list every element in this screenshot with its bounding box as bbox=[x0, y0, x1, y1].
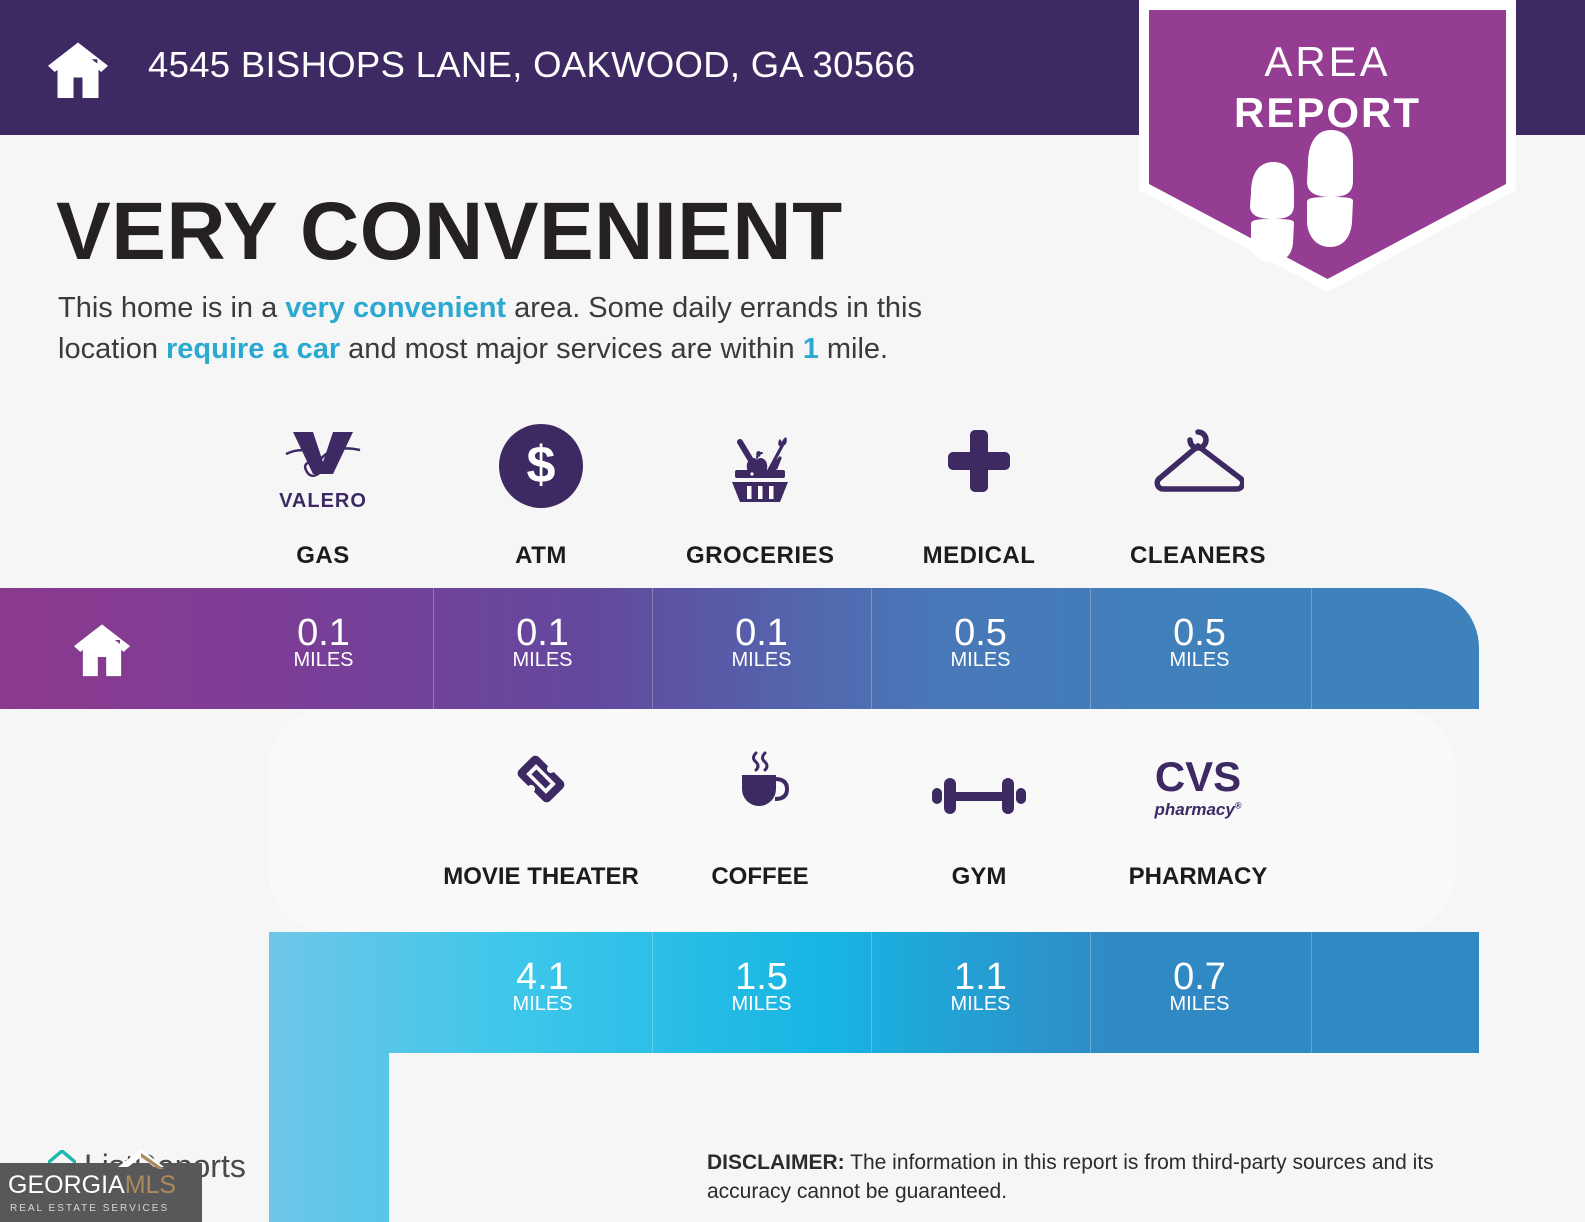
svg-text:$: $ bbox=[527, 436, 556, 494]
